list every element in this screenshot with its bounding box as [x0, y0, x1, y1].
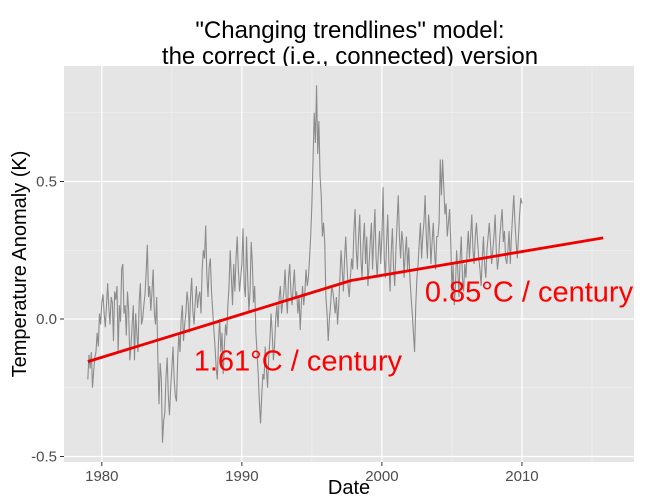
y-tick-label-1: 0.0	[36, 311, 57, 328]
y-axis-title: Temperature Anomaly (K)	[9, 151, 31, 378]
y-axis: -0.5 0.0 0.5	[31, 174, 64, 466]
chart-title-line-2: the correct (i.e., connected) version	[162, 43, 538, 70]
plot-panel	[64, 66, 634, 462]
y-tick-label-0: -0.5	[31, 449, 57, 466]
x-tick-label-2000: 2000	[365, 468, 398, 485]
trend-annotation-1: 1.61°C / century	[194, 345, 403, 377]
x-axis-title: Date	[328, 477, 370, 499]
x-tick-label-1980: 1980	[85, 468, 118, 485]
x-tick-label-2010: 2010	[505, 468, 538, 485]
annotation-group: 1.61°C / century 0.85°C / century	[194, 277, 634, 378]
chart-title-line-1: "Changing trendlines" model:	[195, 17, 504, 44]
trend-annotation-2: 0.85°C / century	[425, 277, 634, 309]
series-group	[87, 85, 604, 443]
monthly-anomaly-line	[87, 85, 523, 443]
x-tick-label-1990: 1990	[225, 468, 258, 485]
y-tick-label-2: 0.5	[36, 174, 57, 191]
trend-line	[87, 236, 604, 363]
x-axis: 1980 1990 2000 2010	[85, 462, 539, 485]
